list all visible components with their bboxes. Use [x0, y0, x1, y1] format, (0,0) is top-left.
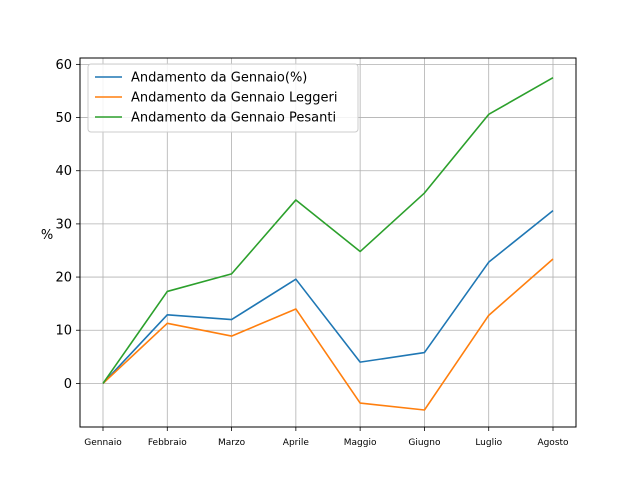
series-line [102, 209, 554, 384]
plot-frame [79, 57, 577, 428]
y-tick-label: 20 [55, 271, 72, 286]
y-tick-label: 60 [55, 58, 72, 73]
legend-label: Andamento da Gennaio Pesanti [131, 111, 336, 126]
y-axis: 0 10 20 30 40 50 60 [55, 58, 80, 392]
legend-label: Andamento da Gennaio(%) [131, 71, 307, 86]
y-tick-label: 30 [55, 217, 72, 232]
x-axis: Gennaio Febbraio Marzo Aprile Maggio Giugno Lu… [84, 427, 569, 448]
x-tick-label: Aprile [283, 438, 310, 448]
x-tick-label: Gennaio [84, 438, 122, 448]
legend-label: Andamento da Gennaio Leggeri [131, 91, 337, 106]
x-tick-label: Maggio [344, 438, 377, 448]
legend-box [87, 63, 359, 133]
series-lines [102, 76, 554, 411]
y-tick-label: 0 [64, 377, 72, 392]
series-line [102, 76, 554, 384]
x-tick-label: Marzo [218, 438, 246, 448]
x-tick-label: Agosto [537, 438, 569, 448]
legend: Andamento da Gennaio(%) Andamento da Genn… [87, 63, 359, 133]
x-tick-label: Febbraio [148, 438, 187, 448]
x-tick-label: Giugno [408, 438, 441, 448]
x-tick-label: Luglio [475, 438, 502, 448]
y-axis-label: % [41, 228, 53, 243]
y-tick-label: 40 [55, 164, 72, 179]
y-tick-label: 10 [55, 324, 72, 339]
series-line [102, 258, 554, 411]
y-tick-label: 50 [55, 111, 72, 126]
